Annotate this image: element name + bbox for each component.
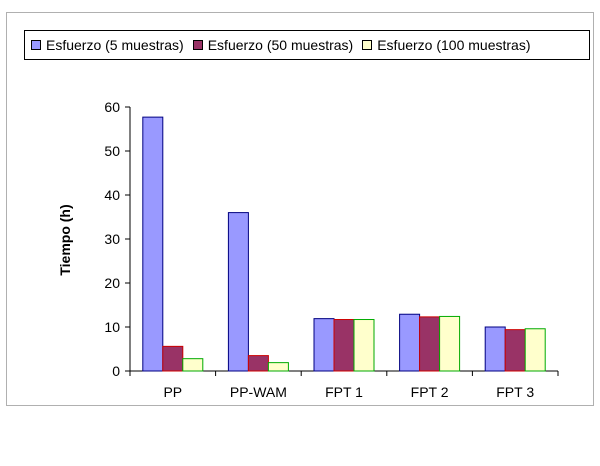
- x-tick-label: FPT 1: [325, 384, 363, 400]
- bars: [142, 116, 546, 372]
- y-tick-label: 30: [104, 231, 120, 247]
- y-tick-label: 10: [104, 319, 120, 335]
- legend-swatch-series-2: [362, 40, 373, 50]
- y-tick-label: 60: [104, 99, 120, 115]
- bar-4-1: [504, 329, 526, 372]
- legend-swatch-series-0: [31, 40, 41, 50]
- legend-swatch-series-1: [192, 40, 203, 50]
- y-tick-label: 40: [104, 187, 120, 203]
- bar-1-0: [227, 212, 249, 372]
- bar-3-0: [399, 313, 421, 372]
- legend-item-series-2: Esfuerzo (100 muestras): [362, 37, 531, 53]
- bar-1-2: [267, 362, 289, 372]
- bar-1-1: [247, 355, 269, 372]
- bar-0-0: [142, 116, 164, 372]
- legend-item-series-1: Esfuerzo (50 muestras): [192, 37, 354, 53]
- bar-2-1: [333, 319, 355, 372]
- tick-labels: 0 10 20 30 40 50 60 PP PP-WAM FPT 1 FPT 2 FPT 3: [104, 99, 534, 400]
- bar-2-0: [313, 318, 335, 372]
- bar-0-1: [162, 345, 184, 372]
- y-tick-label: 0: [112, 363, 120, 379]
- x-tick-label: FPT 2: [411, 384, 449, 400]
- bar-0-2: [182, 358, 204, 372]
- y-tick-label: 50: [104, 143, 120, 159]
- bar-2-2: [353, 319, 375, 372]
- x-tick-label: FPT 3: [496, 384, 534, 400]
- legend-item-series-0: Esfuerzo (5 muestras): [31, 37, 184, 53]
- y-axis-title: Tiempo (h): [57, 204, 73, 275]
- legend-label-series-0: Esfuerzo (5 muestras): [46, 37, 184, 53]
- x-tick-label: PP: [163, 384, 182, 400]
- bar-3-2: [439, 315, 461, 372]
- legend: Esfuerzo (5 muestras) Esfuerzo (50 muest…: [24, 30, 590, 60]
- y-tick-label: 20: [104, 275, 120, 291]
- legend-label-series-1: Esfuerzo (50 muestras): [207, 37, 354, 53]
- legend-label-series-2: Esfuerzo (100 muestras): [377, 37, 531, 53]
- bar-3-1: [419, 316, 441, 372]
- bar-4-2: [524, 328, 546, 372]
- bar-4-0: [484, 326, 506, 372]
- x-tick-label: PP-WAM: [230, 384, 287, 400]
